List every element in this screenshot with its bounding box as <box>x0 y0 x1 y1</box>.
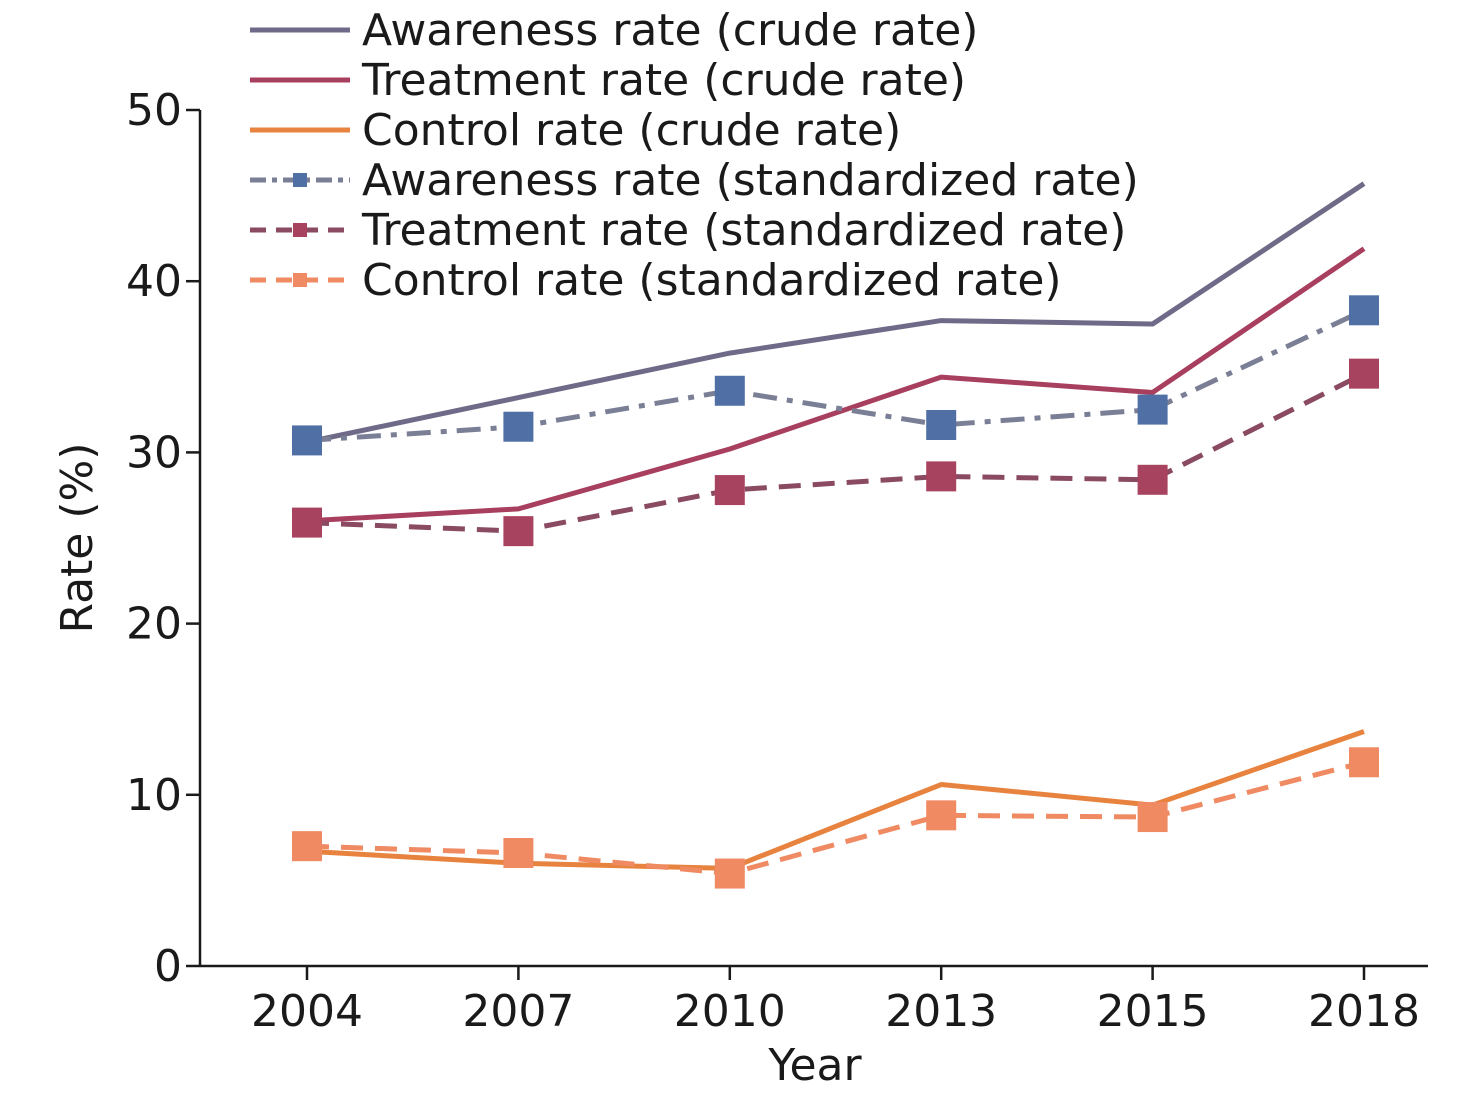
x-tick-label: 2018 <box>1308 986 1420 1037</box>
y-tick-label: 0 <box>154 941 182 992</box>
y-tick-label: 40 <box>126 256 182 307</box>
legend-label: Control rate (standardized rate) <box>362 255 1062 306</box>
legend-label: Treatment rate (standardized rate) <box>361 205 1126 256</box>
x-tick-label: 2004 <box>251 986 363 1037</box>
data-point <box>292 425 322 456</box>
data-point <box>714 475 745 506</box>
y-ticks: 0 10 20 30 40 50 <box>126 85 200 992</box>
data-point <box>1349 295 1379 326</box>
data-point <box>1137 464 1168 495</box>
y-tick-label: 30 <box>126 427 182 478</box>
y-tick-label: 20 <box>126 599 182 650</box>
series-line <box>306 371 1366 534</box>
data-point <box>714 375 745 406</box>
series-line <box>306 181 1366 445</box>
legend-swatch-marker <box>293 173 307 187</box>
legend-label: Treatment rate (crude rate) <box>361 55 966 106</box>
x-ticks: 2004 2007 2010 2013 2015 2018 <box>251 966 1420 1037</box>
legend-item: Control rate (crude rate) <box>250 105 901 156</box>
data-point <box>503 516 534 547</box>
series-3 <box>306 729 1365 871</box>
x-tick-label: 2007 <box>462 986 574 1037</box>
y-tick-label: 50 <box>126 85 182 136</box>
data-point <box>1349 358 1379 389</box>
legend-label: Awareness rate (standardized rate) <box>362 155 1139 206</box>
series-line <box>306 759 1365 877</box>
legend-label: Awareness rate (crude rate) <box>362 5 978 56</box>
data-point <box>503 411 534 442</box>
series-4 <box>292 295 1379 456</box>
data-point <box>714 858 745 889</box>
x-axis-label: Year <box>767 1040 862 1091</box>
legend-swatch-marker <box>293 223 307 237</box>
data-point <box>292 831 322 862</box>
x-tick-label: 2013 <box>885 986 997 1037</box>
data-point <box>926 800 957 831</box>
data-point <box>926 410 957 441</box>
legend-item: Treatment rate (standardized rate) <box>250 205 1126 256</box>
legend-item: Awareness rate (crude rate) <box>250 5 978 56</box>
legend-item: Control rate (standardized rate) <box>250 255 1062 306</box>
series-layer <box>292 181 1379 889</box>
series-2 <box>306 246 1366 524</box>
y-tick-label: 10 <box>126 770 182 821</box>
x-tick-label: 2010 <box>674 986 786 1037</box>
legend-label: Control rate (crude rate) <box>362 105 901 156</box>
series-line <box>306 246 1366 524</box>
series-1 <box>306 181 1366 445</box>
x-tick-label: 2015 <box>1097 986 1209 1037</box>
data-point <box>1349 747 1379 778</box>
series-line <box>306 729 1365 871</box>
data-point <box>292 507 322 538</box>
data-point <box>1137 394 1168 425</box>
data-point <box>503 838 534 869</box>
axes: 0 10 20 30 40 50 2004 2007 2010 2013 2015 2018 Yea… <box>52 85 1428 1091</box>
series-5 <box>292 358 1379 547</box>
data-point <box>926 461 957 492</box>
legend-swatch-marker <box>293 273 307 287</box>
data-point <box>1137 802 1168 833</box>
legend: Awareness rate (crude rate)Treatment rat… <box>250 5 1139 306</box>
legend-item: Awareness rate (standardized rate) <box>250 155 1139 206</box>
legend-item: Treatment rate (crude rate) <box>250 55 966 106</box>
y-axis-label: Rate (%) <box>52 442 103 633</box>
series-6 <box>292 747 1379 889</box>
